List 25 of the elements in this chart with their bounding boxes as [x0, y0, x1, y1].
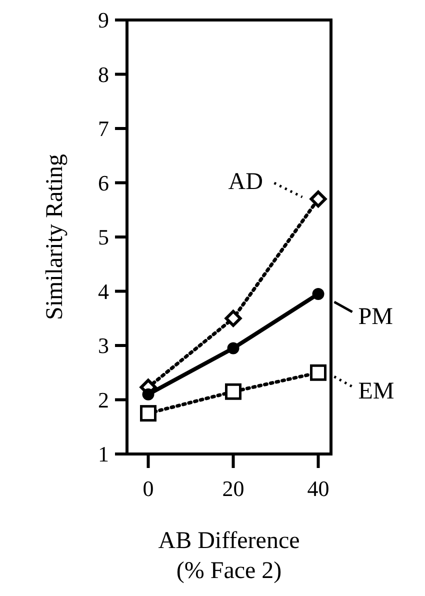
legend-label: EM: [358, 378, 394, 405]
y-axis-title: Similarity Rating: [42, 154, 68, 320]
y-tick-label: 6: [98, 170, 109, 196]
y-tick-label: 1: [98, 442, 109, 467]
y-tick-label: 8: [98, 62, 109, 87]
point: [310, 364, 326, 381]
point: [227, 342, 240, 354]
point: [225, 383, 242, 400]
y-tick-label: 9: [98, 8, 109, 33]
x-tick-label: 0: [142, 476, 154, 501]
series-label: AD: [228, 169, 263, 196]
point: [310, 190, 327, 208]
x-tick-label: 20: [222, 476, 244, 501]
y-tick-label: 3: [98, 333, 109, 358]
x-axis-title: AB Difference (% Face 2): [158, 528, 300, 584]
y-tick-label: 5: [98, 224, 109, 250]
x-tick-label: 40: [307, 476, 330, 501]
point: [312, 288, 324, 300]
y-tick-label: 7: [98, 116, 109, 142]
point: [224, 310, 242, 327]
y-tick-label: 2: [98, 387, 109, 412]
point: [142, 388, 154, 400]
y-tick-label: 4: [98, 278, 109, 304]
point: [140, 405, 156, 422]
legend-label: PM: [358, 304, 393, 330]
